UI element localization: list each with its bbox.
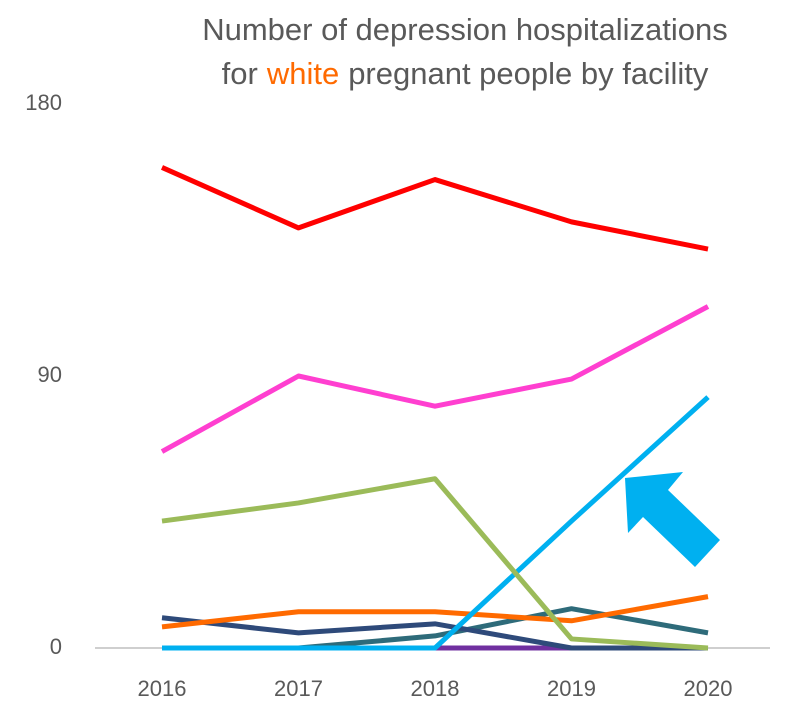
arrow [625, 472, 720, 567]
x-tick-label: 2017 [274, 676, 323, 701]
series-line [162, 395, 710, 651]
x-tick-label: 2020 [684, 676, 733, 701]
x-tick-label: 2016 [138, 676, 187, 701]
chart-title: Number of depression hospitalizations [202, 12, 728, 47]
title-highlight: white [266, 56, 339, 91]
y-tick-label: 90 [38, 362, 62, 387]
x-tick-label: 2018 [411, 676, 460, 701]
series-line [161, 594, 709, 630]
series-line [161, 615, 708, 651]
plot [160, 165, 710, 651]
chart-title-line2: for white pregnant people by facility [222, 56, 709, 91]
y-tick-label: 0 [50, 634, 62, 659]
series-line [161, 476, 709, 651]
series-line [160, 165, 709, 252]
series-line [160, 304, 710, 454]
x-tick-label: 2019 [547, 676, 596, 701]
title-text: pregnant people by facility [348, 56, 709, 91]
y-tick-label: 180 [25, 90, 62, 115]
title-text: for [222, 56, 258, 91]
